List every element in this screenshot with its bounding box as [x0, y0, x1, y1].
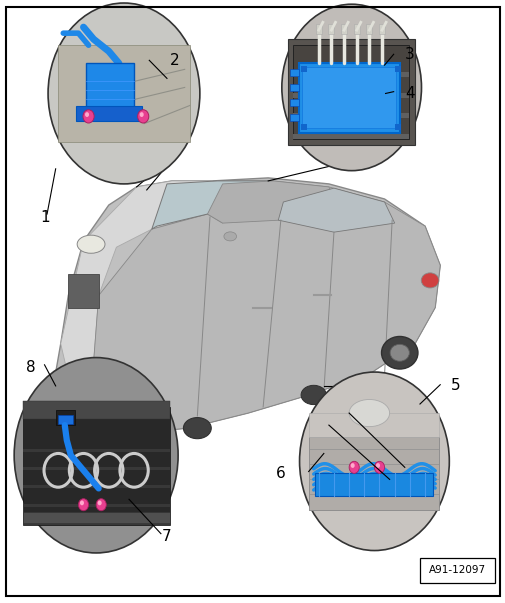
Polygon shape [207, 181, 338, 223]
Polygon shape [61, 181, 212, 431]
Text: 1: 1 [40, 210, 50, 224]
Bar [308, 437, 438, 510]
Circle shape [48, 3, 199, 184]
Ellipse shape [420, 273, 438, 288]
Bar [293, 134, 408, 139]
Circle shape [137, 110, 148, 123]
Bar [289, 99, 298, 106]
Circle shape [375, 463, 379, 468]
Circle shape [139, 112, 143, 117]
Bar [86, 63, 134, 109]
Bar [289, 114, 298, 121]
Bar [340, 24, 346, 34]
Circle shape [348, 461, 359, 473]
Bar [300, 124, 307, 130]
Circle shape [78, 499, 88, 511]
Circle shape [14, 358, 178, 553]
Polygon shape [152, 181, 273, 229]
Circle shape [85, 112, 89, 117]
Circle shape [83, 110, 94, 123]
Bar [288, 39, 414, 145]
Bar [289, 84, 298, 91]
Bar [366, 24, 372, 34]
Bar [56, 410, 75, 425]
Ellipse shape [381, 336, 417, 369]
Bar [293, 113, 408, 118]
Bar [353, 24, 359, 34]
Polygon shape [278, 188, 394, 232]
Bar [289, 69, 298, 76]
Bar [23, 407, 169, 525]
Bar [298, 63, 399, 133]
Bar [23, 485, 169, 488]
Ellipse shape [183, 417, 211, 439]
Bar [23, 522, 169, 525]
Bar [328, 24, 334, 34]
Bar [58, 415, 73, 424]
Ellipse shape [94, 408, 112, 424]
Polygon shape [48, 178, 439, 434]
Bar [301, 67, 395, 128]
Text: 2: 2 [169, 53, 179, 68]
Bar [314, 473, 432, 496]
Ellipse shape [77, 235, 105, 253]
Circle shape [96, 499, 106, 511]
Bar [23, 449, 169, 452]
Ellipse shape [224, 232, 236, 241]
Bar [293, 93, 408, 98]
Bar [23, 504, 169, 507]
Bar [58, 45, 189, 142]
Circle shape [281, 4, 421, 171]
Text: 6: 6 [275, 466, 285, 481]
Bar [308, 413, 438, 437]
Bar [293, 45, 408, 139]
Text: 5: 5 [449, 379, 460, 393]
Circle shape [299, 372, 448, 551]
Polygon shape [81, 181, 439, 434]
Circle shape [97, 500, 102, 505]
Text: 8: 8 [25, 361, 35, 375]
Bar [68, 274, 98, 308]
Circle shape [374, 461, 384, 473]
Bar [300, 66, 307, 72]
Bar [378, 24, 384, 34]
Text: 7: 7 [162, 529, 172, 544]
Text: 3: 3 [404, 47, 414, 62]
Bar [419, 558, 494, 583]
Text: 4: 4 [404, 86, 414, 101]
Ellipse shape [300, 385, 326, 405]
Bar [315, 24, 321, 34]
Ellipse shape [348, 400, 389, 427]
Text: A91-12097: A91-12097 [428, 566, 485, 575]
Bar [293, 72, 408, 77]
Ellipse shape [389, 344, 409, 361]
Bar [394, 124, 400, 130]
Bar [394, 66, 400, 72]
Ellipse shape [87, 402, 120, 431]
Circle shape [350, 463, 354, 468]
Bar [76, 106, 141, 121]
Bar [23, 467, 169, 470]
Circle shape [80, 500, 84, 505]
Bar [23, 512, 169, 523]
Bar [23, 401, 169, 419]
